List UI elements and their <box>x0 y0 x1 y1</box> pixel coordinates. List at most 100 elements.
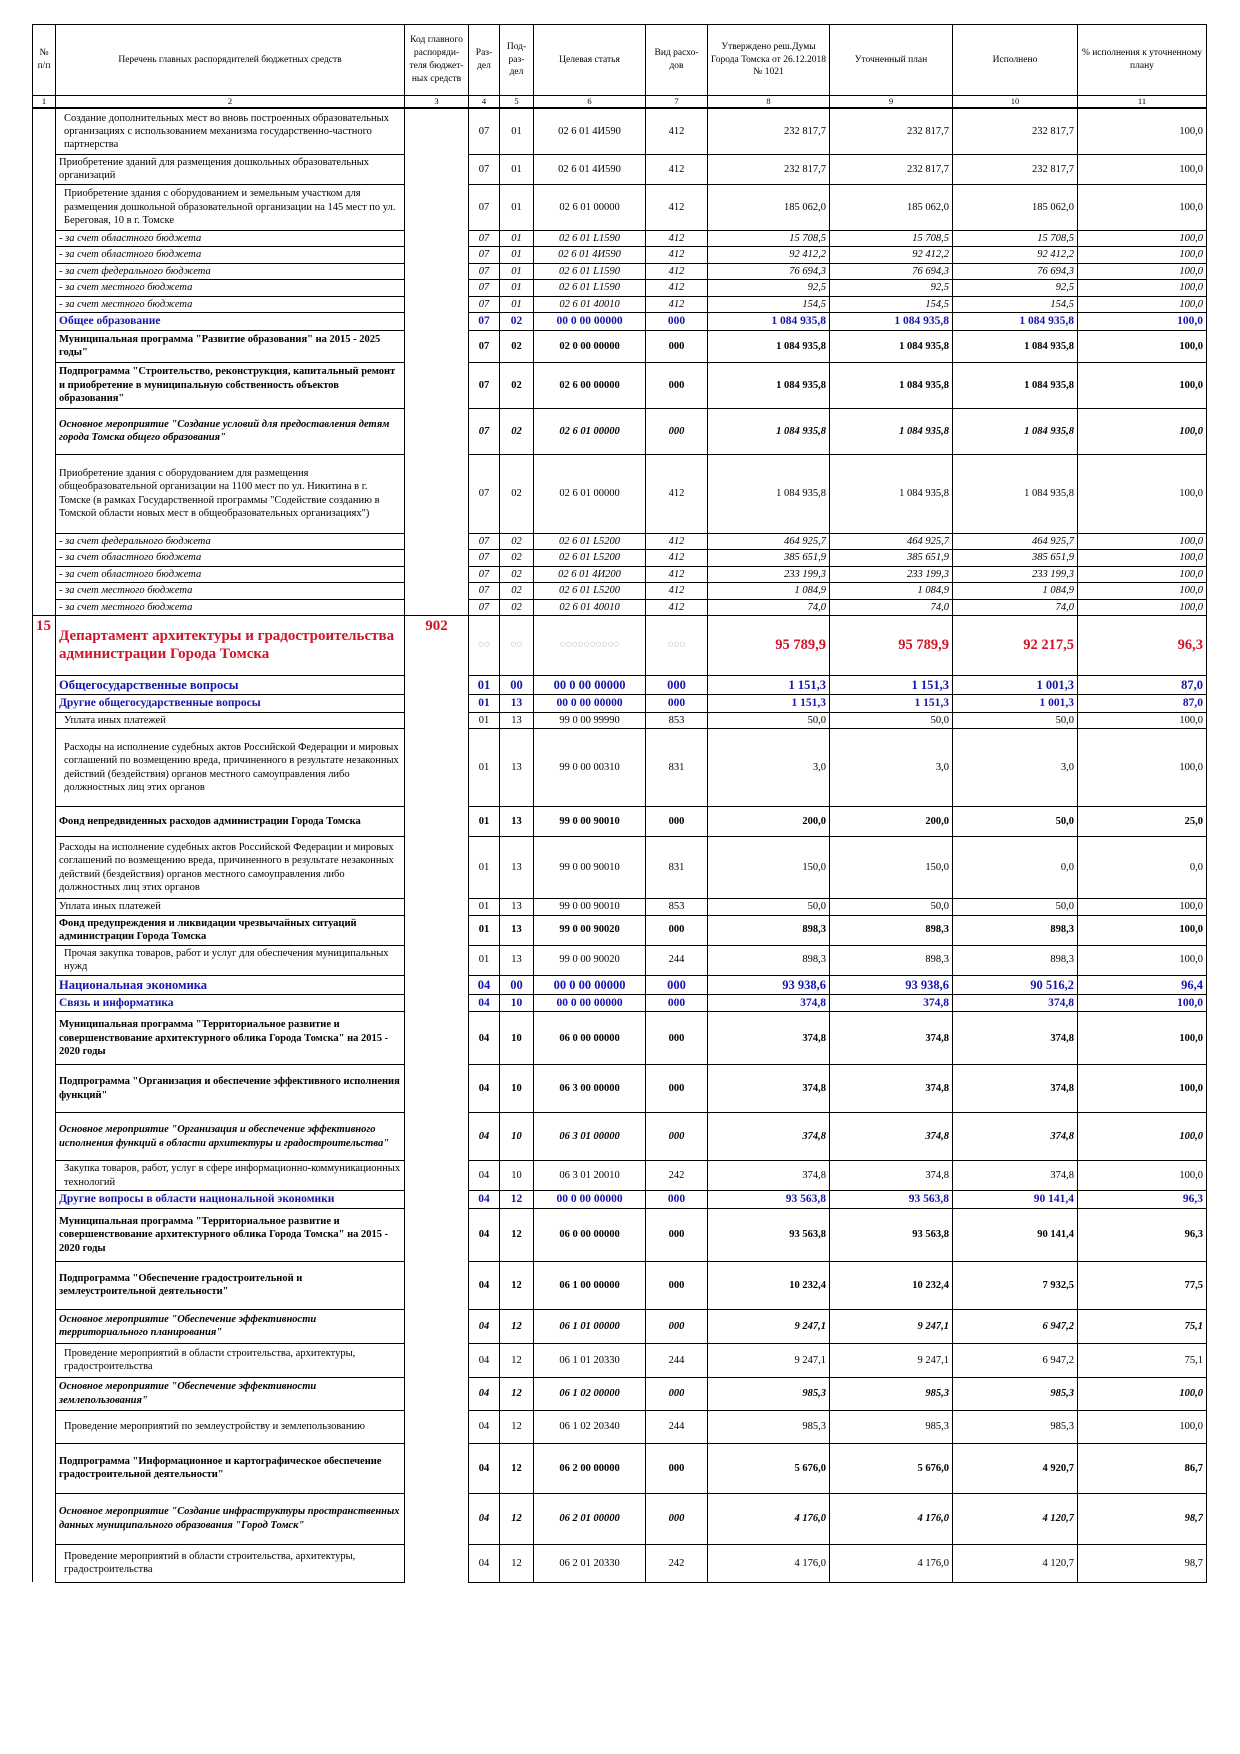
row-expense-type: 412 <box>645 262 708 281</box>
row-subsection: 12 <box>499 1342 534 1378</box>
table-header: № п/п Перечень главных распорядителей бю… <box>32 24 1207 110</box>
row-approved: 5 676,0 <box>707 1442 830 1494</box>
row-refined-plan: 1 084 935,8 <box>829 407 953 455</box>
table-row: Подпрограмма "Обеспечение градостроитель… <box>33 1260 1207 1310</box>
row-name: Основное мероприятие "Создание инфрастру… <box>55 1492 405 1545</box>
department-name: Департамент архитектуры и градостроитель… <box>55 614 405 676</box>
row-percent: 100,0 <box>1077 295 1207 314</box>
row-executed: 374,8 <box>952 1160 1078 1192</box>
row-refined-plan: 233 199,3 <box>829 565 953 584</box>
header-executed: Исполнено <box>952 24 1078 96</box>
row-expense-type: 412 <box>645 279 708 297</box>
table-row: Расходы на исполнение судебных актов Рос… <box>33 728 1207 808</box>
row-subsection: 13 <box>499 836 534 900</box>
table-row: Общее образование 07 02 00 0 00 00000 000 1 0… <box>33 312 1207 331</box>
row-subsection: 13 <box>499 806 534 838</box>
row-expense-type: 000 <box>645 361 708 409</box>
row-target: 06 3 01 20010 <box>533 1160 646 1192</box>
row-name: Прочая закупка товаров, работ и услуг дл… <box>55 944 405 976</box>
row-approved: 1 151,3 <box>707 693 830 713</box>
row-name: - за счет местного бюджета <box>55 279 405 297</box>
row-section: 07 <box>468 229 500 248</box>
row-section: 04 <box>468 1376 500 1411</box>
row-name: Муниципальная программа "Развитие образо… <box>55 329 405 363</box>
row-refined-plan: 74,0 <box>829 598 953 616</box>
row-expense-type: 831 <box>645 728 708 808</box>
table-row: - за счет местного бюджета 07 01 02 6 01 L1… <box>33 279 1207 297</box>
row-section: 01 <box>468 836 500 900</box>
table-row: - за счет областного бюджета 07 01 02 6 01 … <box>33 229 1207 248</box>
row-section: 01 <box>468 914 500 946</box>
row-name: Проведение мероприятий в области строите… <box>55 1543 405 1583</box>
row-refined-plan: 898,3 <box>829 914 953 946</box>
row-target: 06 1 01 00000 <box>533 1308 646 1344</box>
row-target: 00 0 00 00000 <box>533 312 646 331</box>
row-expense-type: 000 <box>645 1112 708 1162</box>
col-number: 8 <box>707 95 830 110</box>
target-placeholder: ◌◌◌◌◌◌◌◌◌◌ <box>533 614 646 676</box>
row-subsection: 12 <box>499 1308 534 1344</box>
row-approved: 93 563,8 <box>707 1207 830 1262</box>
department-number: 15 <box>32 614 56 1583</box>
row-executed: 374,8 <box>952 1011 1078 1066</box>
row-subsection: 12 <box>499 1376 534 1411</box>
row-expense-type: 000 <box>645 806 708 838</box>
table-row: Другие вопросы в области национальной эк… <box>33 1190 1207 1209</box>
table-row: Основное мероприятие "Создание условий д… <box>33 407 1207 455</box>
row-subsection: 12 <box>499 1543 534 1583</box>
row-name: Общее образование <box>55 312 405 331</box>
row-expense-type: 000 <box>645 1207 708 1262</box>
row-section: 01 <box>468 728 500 808</box>
row-expense-type: 412 <box>645 153 708 185</box>
row-approved: 1 084 935,8 <box>707 407 830 455</box>
row-name: - за счет местного бюджета <box>55 598 405 616</box>
row-section: 07 <box>468 582 500 600</box>
row-subsection: 01 <box>499 246 534 264</box>
row-refined-plan: 1 084 935,8 <box>829 453 953 534</box>
row-name: Подпрограмма "Обеспечение градостроитель… <box>55 1260 405 1310</box>
header-refined-plan: Уточненный план <box>829 24 953 96</box>
row-section: 04 <box>468 1492 500 1545</box>
row-name: Приобретение зданий для размещения дошко… <box>55 153 405 185</box>
table-body: Создание дополнительных мест во вновь по… <box>32 107 1207 1583</box>
row-approved: 3,0 <box>707 728 830 808</box>
row-percent: 0,0 <box>1077 836 1207 900</box>
row-section: 04 <box>468 1112 500 1162</box>
row-target: 02 6 01 L1590 <box>533 262 646 281</box>
row-section: 07 <box>468 549 500 567</box>
row-refined-plan: 1 151,3 <box>829 693 953 713</box>
row-target: 02 0 00 00000 <box>533 329 646 363</box>
row-target: 06 1 00 00000 <box>533 1260 646 1310</box>
row-subsection: 13 <box>499 898 534 916</box>
table-row: Муниципальная программа "Развитие образо… <box>33 329 1207 363</box>
row-percent: 100,0 <box>1077 407 1207 455</box>
row-approved: 92 412,2 <box>707 246 830 264</box>
row-subsection: 02 <box>499 582 534 600</box>
row-executed: 1 084 935,8 <box>952 453 1078 534</box>
row-target: 02 6 01 L5200 <box>533 532 646 551</box>
row-percent: 96,4 <box>1077 974 1207 995</box>
row-approved: 1 084 935,8 <box>707 361 830 409</box>
row-refined-plan: 985,3 <box>829 1376 953 1411</box>
row-subsection: 10 <box>499 1011 534 1066</box>
row-target: 06 3 00 00000 <box>533 1064 646 1114</box>
row-refined-plan: 92 412,2 <box>829 246 953 264</box>
row-approved: 985,3 <box>707 1376 830 1411</box>
table-row: - за счет местного бюджета 07 01 02 6 01 40… <box>33 295 1207 314</box>
row-executed: 233 199,3 <box>952 565 1078 584</box>
row-approved: 374,8 <box>707 993 830 1013</box>
row-expense-type: 412 <box>645 582 708 600</box>
table-row: - за счет местного бюджета 07 02 02 6 01 40… <box>33 598 1207 616</box>
row-executed: 985,3 <box>952 1376 1078 1411</box>
row-executed: 898,3 <box>952 914 1078 946</box>
row-percent: 100,0 <box>1077 993 1207 1013</box>
row-executed: 90 516,2 <box>952 974 1078 995</box>
row-approved: 898,3 <box>707 944 830 976</box>
row-target: 02 6 01 L1590 <box>533 229 646 248</box>
row-refined-plan: 93 563,8 <box>829 1190 953 1209</box>
row-target: 99 0 00 99990 <box>533 711 646 730</box>
row-approved: 374,8 <box>707 1160 830 1192</box>
row-subsection: 00 <box>499 974 534 995</box>
row-expense-type: 412 <box>645 107 708 155</box>
row-section: 07 <box>468 361 500 409</box>
